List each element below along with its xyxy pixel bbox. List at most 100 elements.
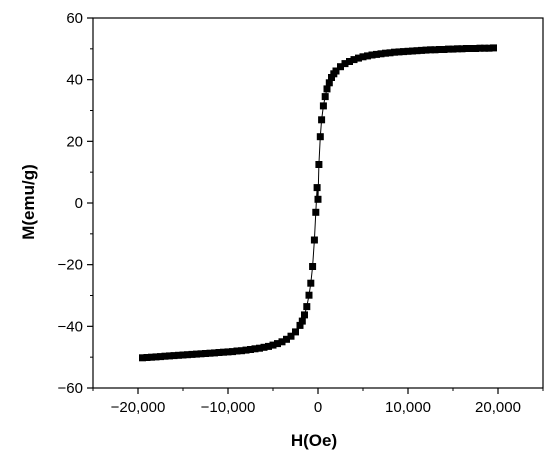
y-tick-label: 60 [66,10,83,27]
data-point [220,348,227,356]
data-point [395,48,403,56]
data-point [224,348,232,356]
y-axis: −60 −40 −20 0 20 40 60 [58,10,93,397]
data-point [161,352,169,360]
data-point [314,195,322,203]
data-point [319,102,327,110]
data-point [238,347,245,355]
data-point [278,338,286,346]
data-point [476,44,484,52]
data-point [202,350,209,357]
data-point [427,46,434,54]
data-point [296,321,304,329]
data-point [170,352,178,360]
data-point [328,74,335,81]
data-point [318,116,326,124]
data-point [215,349,223,356]
x-tick-label: 10,000 [385,399,431,416]
data-point [413,47,421,55]
data-point [485,44,493,52]
data-point [305,291,313,299]
data-point [359,53,367,61]
data-point [247,346,254,353]
plot-border [92,17,544,389]
data-point [323,85,331,93]
data-point [274,340,281,348]
y-tick-label: 20 [66,133,83,150]
x-tick-label: 0 [314,399,322,416]
data-point [481,44,488,52]
data-point [166,352,173,360]
data-point [197,350,205,358]
data-point [391,48,398,56]
data-point [157,353,164,361]
data-point [368,51,376,59]
data-point [409,47,416,55]
data-point [490,44,497,52]
data-point [139,354,146,362]
data-point [206,349,214,357]
y-axis-title: M(emu/g) [19,164,38,240]
data-point [440,46,448,53]
data-point [315,161,323,168]
data-point [341,60,349,68]
y-tick-label: −60 [58,380,83,397]
data-point [229,348,236,356]
data-point [211,349,218,357]
data-point [377,50,385,58]
data-point [386,49,394,57]
data-point [184,351,191,359]
series-layer [139,44,497,362]
data-point [382,49,389,57]
data-point [292,328,299,336]
x-tick-label: −20,000 [111,399,166,416]
data-point [307,279,315,287]
data-point [301,311,308,319]
data-point [436,46,443,53]
data-point [400,48,407,56]
data-point [152,353,160,361]
data-point [175,351,182,359]
data-point [332,67,340,75]
data-point [449,45,457,53]
data-point [287,332,295,340]
data-point [458,45,466,53]
y-tick-label: 0 [75,195,83,212]
data-point [260,343,268,351]
data-point [143,354,151,361]
data-point [454,45,461,53]
data-point [303,303,311,311]
data-point [350,56,358,64]
series-line [142,47,494,359]
data-point [404,47,412,55]
plot-frame [92,17,544,389]
data-point [346,58,353,65]
data-point [179,351,187,359]
data-point [325,79,333,87]
data-point [321,93,329,101]
data-point [364,52,371,60]
data-point [418,46,425,54]
data-point [265,342,272,350]
data-point [316,133,324,141]
data-point [310,236,318,244]
x-axis-title: H(Oe) [291,431,337,450]
x-axis: −20,000 −10,000 0 10,000 20,000 [92,388,544,416]
data-point [472,45,479,52]
data-point [188,350,196,358]
data-point [312,208,320,216]
data-point [283,335,290,343]
y-tick-label: −20 [58,257,83,274]
data-point [193,350,200,358]
data-point [355,54,362,62]
data-point [269,341,277,349]
data-point [233,347,241,355]
data-point [337,63,344,71]
y-tick-label: −40 [58,318,83,335]
data-point [422,46,430,54]
data-point [313,184,321,192]
x-tick-label: −10,000 [201,399,256,416]
data-point [445,45,452,53]
data-point [463,45,470,52]
